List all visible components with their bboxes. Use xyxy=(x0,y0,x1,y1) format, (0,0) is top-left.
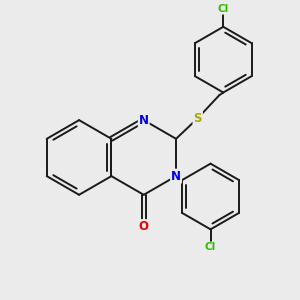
Text: Cl: Cl xyxy=(218,4,229,14)
Text: N: N xyxy=(139,114,149,127)
Text: S: S xyxy=(194,112,202,125)
Text: Cl: Cl xyxy=(205,242,216,252)
Text: N: N xyxy=(171,169,181,183)
Text: O: O xyxy=(139,220,149,233)
